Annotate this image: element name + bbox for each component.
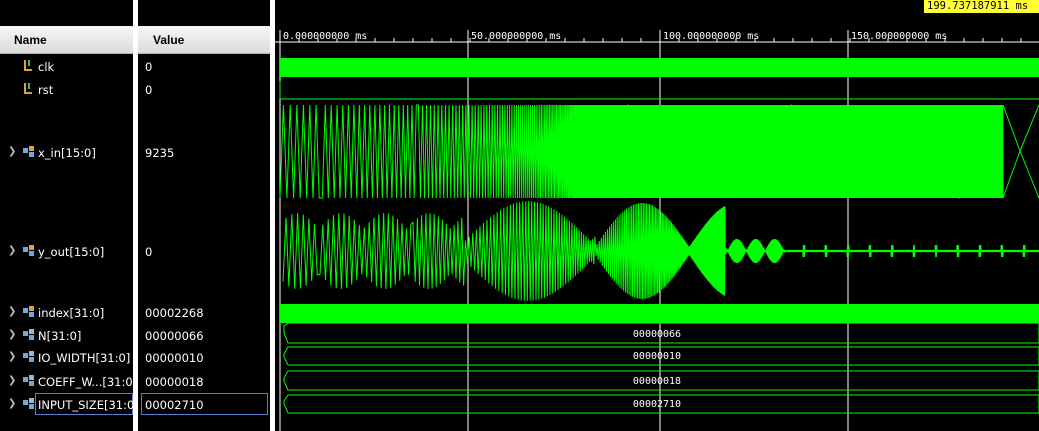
x-in-analog-waveform[interactable] [279,104,1039,199]
selected-row-name-outline [35,393,133,415]
parameter-icon [22,397,34,414]
bus-signal-icon [22,145,34,162]
signal-row-coeff-width[interactable]: ❯ COEFF_W...[31:0] 00000018 [0,374,270,390]
expand-chevron-icon[interactable]: ❯ [8,351,17,362]
signal-name: x_in[15:0] [38,146,96,160]
bus-signal-icon [22,305,34,322]
signal-name: IO_WIDTH[31:0] [38,351,131,365]
signal-row-x-in[interactable]: ❯ x_in[15:0] 9235 [0,145,270,161]
name-column-header[interactable]: Name [0,26,133,54]
parameter-icon [22,374,34,391]
coeff-width-bus-waveform[interactable]: 00000018 [283,370,1039,391]
expand-chevron-icon[interactable]: ❯ [8,375,17,386]
signal-value: 0 [145,60,153,74]
signal-value: 00002710 [145,398,204,412]
value-column-header[interactable]: Value [138,26,270,54]
signal-name: rst [38,83,54,97]
signal-row-n[interactable]: ❯ N[31:0] 00000066 [0,328,270,344]
timeline-ruler[interactable] [275,38,1039,43]
signal-row-rst[interactable]: rst 0 [0,82,270,98]
bus-signal-icon [22,244,34,261]
signal-name: INPUT_SIZE[31:0] [38,398,139,412]
signal-row-y-out[interactable]: ❯ y_out[15:0] 0 [0,244,270,260]
parameter-icon [22,350,34,367]
bus-value-label: 00000010 [633,351,681,362]
signal-row-input-size[interactable]: ❯ INPUT_SIZE[31:0] 00002710 [0,397,270,413]
expand-chevron-icon[interactable]: ❯ [8,398,17,409]
signal-name: clk [38,60,55,74]
signal-value: 00002268 [145,306,204,320]
input-size-bus-waveform[interactable]: 00002710 [283,394,1039,414]
signal-name: N[31:0] [38,329,82,343]
signal-value: 9235 [145,146,175,160]
time-tick-label: 0.000000000 ms [283,31,368,42]
parameter-icon [22,328,34,345]
n-bus-waveform[interactable]: 00000066 [283,322,1039,344]
name-value-splitter[interactable] [133,0,138,431]
bus-value-label: 00000018 [633,376,681,387]
signal-value: 0 [145,83,153,97]
time-tick-label: 100.000000000 ms [663,31,760,42]
signal-name: index[31:0] [38,306,105,320]
signal-name: COEFF_W...[31:0] [38,375,138,389]
signal-row-clk[interactable]: clk 0 [0,59,270,75]
signal-value: 00000066 [145,329,204,343]
signal-row-io-width[interactable]: ❯ IO_WIDTH[31:0] 00000010 [0,350,270,366]
waveform-canvas[interactable]: 00000066 00000010 00000018 00002710 [275,0,1039,431]
signal-name: y_out[15:0] [38,245,105,259]
time-tick-label: 150.000000000 ms [851,31,948,42]
expand-chevron-icon[interactable]: ❯ [8,146,17,157]
clk-waveform[interactable] [280,58,1039,77]
signal-value: 0 [145,245,153,259]
rst-waveform[interactable] [279,81,1039,100]
value-wave-splitter[interactable] [270,0,275,431]
index-bus-waveform[interactable] [280,304,1039,323]
expand-chevron-icon[interactable]: ❯ [8,329,17,340]
bus-value-label: 00002710 [633,399,681,410]
bit-signal-icon [22,59,34,76]
signal-value: 00000010 [145,351,204,365]
cursor-time-label: 199.737187911 ms [924,0,1039,13]
time-tick-label: 50.000000000 ms [471,31,562,42]
expand-chevron-icon[interactable]: ❯ [8,245,17,256]
bus-value-label: 00000066 [633,329,681,340]
expand-chevron-icon[interactable]: ❯ [8,306,17,317]
y-out-analog-waveform[interactable] [282,200,1039,302]
signal-value: 00000018 [145,375,204,389]
selected-row-value-outline [141,393,268,415]
signal-row-index[interactable]: ❯ index[31:0] 00002268 [0,305,270,321]
bit-signal-icon [22,82,34,99]
io-width-bus-waveform[interactable]: 00000010 [283,346,1039,366]
